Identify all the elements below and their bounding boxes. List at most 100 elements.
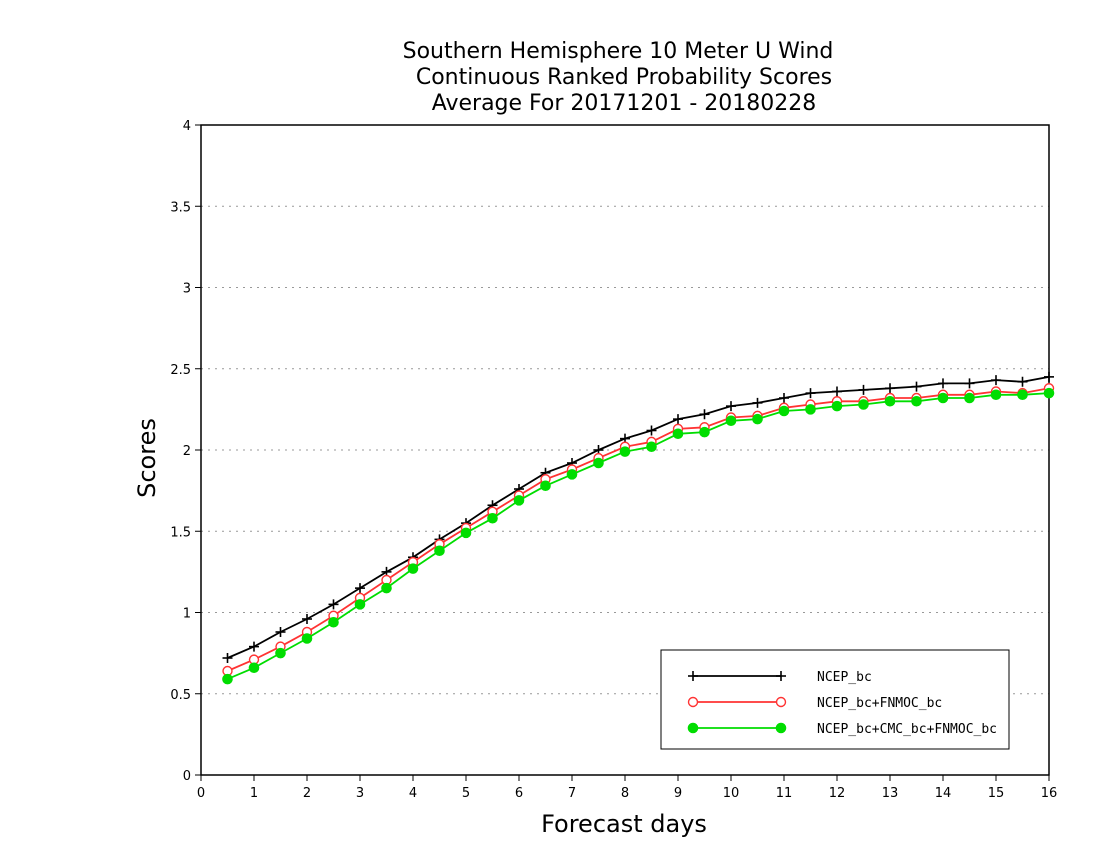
legend-marker-right — [775, 722, 787, 734]
data-point — [726, 401, 736, 412]
data-point — [540, 480, 551, 492]
data-point — [354, 599, 366, 610]
data-point — [1044, 371, 1054, 382]
data-point — [673, 414, 683, 425]
x-tick-label: 2 — [303, 786, 311, 801]
data-point — [1043, 387, 1055, 399]
x-tick-label: 3 — [356, 786, 364, 801]
legend-label: NCEP_bc+CMC_bc+FNMOC_bc — [817, 722, 997, 737]
legend-label: NCEP_bc+FNMOC_bc — [817, 696, 942, 711]
chart-title-line-2: Continuous Ranked Probability Scores — [416, 65, 832, 90]
legend-entry: NCEP_bc — [688, 670, 872, 685]
chart-title-line-3: Average For 20171201 - 20180228 — [432, 91, 817, 116]
data-point — [778, 405, 790, 417]
data-point — [434, 545, 445, 557]
series-line — [227, 392, 1050, 680]
x-tick-label: 7 — [568, 786, 576, 801]
data-point — [222, 653, 233, 663]
x-tick-label: 14 — [935, 786, 952, 801]
data-point — [407, 563, 419, 574]
y-tick-label: 1.5 — [170, 525, 191, 540]
x-tick-label: 9 — [674, 786, 682, 801]
x-tick-label: 6 — [515, 786, 523, 801]
series-line — [227, 376, 1050, 659]
series-group — [222, 371, 1055, 685]
data-point — [858, 384, 869, 395]
data-point — [884, 395, 896, 407]
data-point — [805, 388, 816, 399]
x-axis: 0 1 2 3 4 5 6 7 8 9 10 11 12 13 14 15 16 — [197, 775, 1057, 801]
data-point — [831, 400, 843, 412]
data-point — [699, 409, 710, 420]
legend-entry: NCEP_bc+CMC_bc+FNMOC_bc — [687, 722, 997, 737]
legend-marker-right — [775, 696, 787, 708]
data-point — [328, 616, 339, 628]
data-point — [938, 378, 948, 389]
data-point — [911, 381, 922, 392]
series-2 — [222, 383, 1055, 677]
grid-lines — [201, 205, 1049, 695]
legend-entry: NCEP_bc+FNMOC_bc — [687, 696, 942, 711]
data-point — [832, 386, 842, 397]
y-tick-label: 0.5 — [170, 688, 191, 703]
x-tick-label: 15 — [988, 786, 1005, 801]
data-point — [275, 647, 286, 659]
data-point — [858, 399, 869, 410]
legend-marker-left — [688, 671, 698, 681]
y-tick-label: 3.5 — [170, 200, 191, 215]
data-point — [964, 392, 975, 404]
data-point — [249, 641, 259, 652]
data-point — [964, 378, 975, 389]
data-point — [937, 392, 949, 404]
data-point — [779, 393, 789, 403]
y-tick-label: 0 — [183, 769, 191, 784]
data-point — [1017, 389, 1028, 401]
legend-marker-left — [687, 722, 699, 734]
x-tick-label: 16 — [1041, 786, 1058, 801]
chart-title-line-1: Southern Hemisphere 10 Meter U Wind — [403, 39, 834, 64]
data-point — [328, 599, 339, 610]
data-point — [566, 469, 578, 480]
data-point — [725, 415, 737, 427]
data-point — [355, 583, 365, 594]
legend: NCEP_bc NCEP_bc+FNMOC_bc NCEP_bc+CMC_bc+FN… — [660, 649, 1010, 750]
data-point — [752, 397, 763, 408]
data-point — [248, 662, 260, 674]
x-tick-label: 5 — [462, 786, 470, 801]
series-1 — [222, 371, 1054, 663]
legend-marker-right — [776, 671, 786, 681]
series-line — [227, 387, 1050, 672]
x-tick-label: 8 — [621, 786, 629, 801]
data-point — [275, 627, 286, 637]
series-3 — [222, 387, 1055, 685]
y-tick-label: 1 — [183, 607, 191, 622]
data-point — [990, 389, 1002, 401]
x-tick-label: 10 — [723, 786, 740, 801]
x-tick-label: 12 — [829, 786, 846, 801]
y-tick-label: 2 — [183, 444, 191, 459]
data-point — [646, 441, 657, 453]
y-tick-label: 2.5 — [170, 363, 191, 378]
x-tick-label: 4 — [409, 786, 417, 801]
data-point — [302, 614, 312, 624]
data-point — [619, 446, 631, 457]
data-point — [593, 457, 604, 469]
y-tick-label: 4 — [183, 119, 191, 134]
data-point — [460, 527, 472, 539]
data-point — [646, 425, 657, 436]
x-tick-label: 13 — [882, 786, 899, 801]
data-point — [222, 673, 233, 685]
data-point — [672, 428, 684, 440]
x-tick-label: 0 — [197, 786, 205, 801]
data-point — [487, 512, 498, 524]
y-tick-label: 3 — [183, 282, 191, 297]
data-point — [699, 426, 710, 438]
data-point — [805, 404, 816, 415]
data-point — [911, 395, 922, 407]
legend-label: NCEP_bc — [817, 670, 872, 685]
y-axis-label: Scores — [133, 418, 161, 498]
x-tick-label: 1 — [250, 786, 258, 801]
legend-box — [660, 649, 1010, 750]
legend-marker-left — [687, 696, 699, 708]
x-axis-label: Forecast days — [541, 810, 707, 838]
